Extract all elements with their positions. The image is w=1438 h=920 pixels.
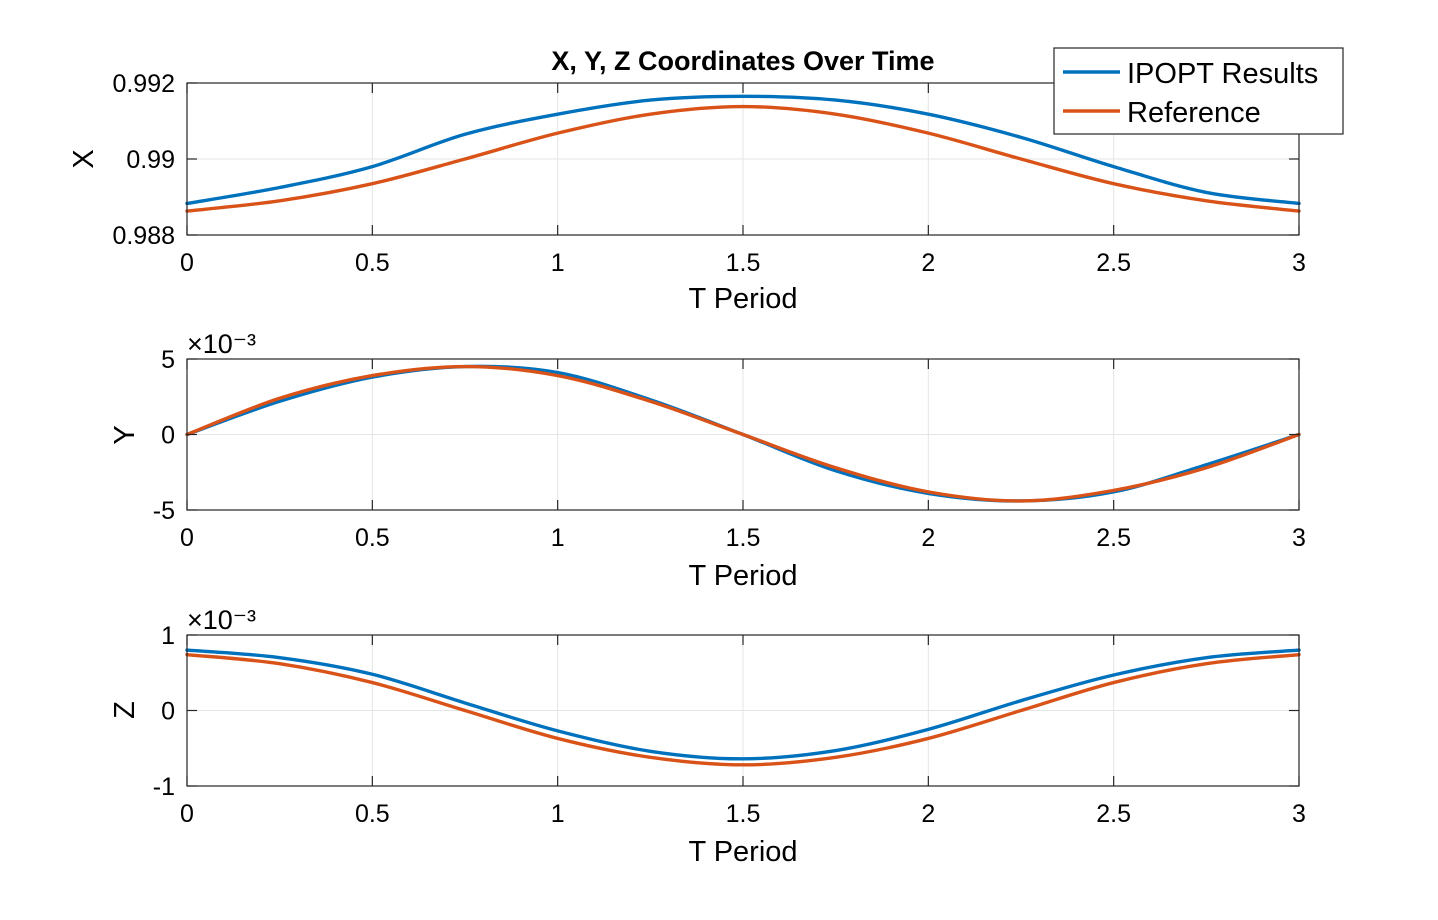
z-ytick-label-0: -1 (153, 773, 175, 801)
z-axes (186, 634, 1300, 787)
y-axes (186, 358, 1300, 511)
z-ytick-label-2: 1 (161, 622, 175, 650)
y-xtick-label-0: 0 (180, 524, 194, 552)
legend: IPOPT Results Reference (1053, 47, 1344, 135)
y-exponent-label: ×10⁻³ (187, 329, 256, 359)
z-ylabel: Z (109, 701, 141, 719)
z-xtick-label-2: 1 (551, 800, 565, 828)
y-series-reference (185, 364, 1301, 503)
z-xtick-label-5: 2.5 (1096, 800, 1131, 828)
z-xtick-label-4: 2 (921, 800, 935, 828)
z-series (185, 648, 1301, 767)
y-ytick-label-2: 5 (161, 346, 175, 374)
z-xtick-label-3: 1.5 (726, 800, 761, 828)
y-xtick-label-3: 1.5 (726, 524, 761, 552)
y-ylabel: Y (109, 425, 141, 444)
y-series (185, 364, 1301, 503)
chart-title: X, Y, Z Coordinates Over Time (551, 46, 934, 76)
legend-box (1053, 47, 1344, 135)
y-xtick-label-5: 2.5 (1096, 524, 1131, 552)
x-ytick-label-2: 0.992 (112, 70, 175, 98)
x-xtick-label-3: 1.5 (726, 249, 761, 277)
legend-label-reference: Reference (1127, 97, 1261, 129)
z-series-ipopt-results (185, 648, 1301, 761)
z-xtick-label-1: 0.5 (355, 800, 390, 828)
y-subplot: 0 0.5 1 1.5 2 2.5 3-505 ×10⁻³ T Period Y (109, 329, 1306, 592)
legend-label-ipopt: IPOPT Results (1127, 58, 1318, 90)
z-series-reference (185, 652, 1301, 767)
z-xtick-label-0: 0 (180, 800, 194, 828)
z-xtick-label-6: 3 (1292, 800, 1306, 828)
y-xlabel: T Period (688, 560, 797, 592)
x-ytick-label-1: 0.99 (126, 146, 175, 174)
x-subplot: 0 0.5 1 1.5 2 2.5 3 0.988 0.99 0.992 T Period X X… (68, 46, 1306, 315)
y-xtick-label-4: 2 (921, 524, 935, 552)
y-ytick-label-1: 0 (161, 422, 175, 450)
x-xtick-label-1: 0.5 (355, 249, 390, 277)
x-ylabel: X (68, 149, 100, 168)
x-xtick-label-6: 3 (1292, 249, 1306, 277)
x-tick-labels: 0 0.5 1 1.5 2 2.5 3 0.988 0.99 0.992 (112, 70, 1306, 277)
z-subplot: 0 0.5 1 1.5 2 2.5 3-101 ×10⁻³ T Period Z (109, 605, 1306, 868)
x-xtick-label-0: 0 (180, 249, 194, 277)
y-xtick-label-6: 3 (1292, 524, 1306, 552)
x-xlabel: T Period (688, 283, 797, 315)
z-tick-labels: 0 0.5 1 1.5 2 2.5 3-101 (153, 622, 1306, 828)
x-xtick-label-5: 2.5 (1096, 249, 1131, 277)
x-series-ipopt-results (185, 94, 1301, 206)
x-xtick-label-2: 1 (551, 249, 565, 277)
y-tick-labels: 0 0.5 1 1.5 2 2.5 3-505 (153, 346, 1306, 552)
x-series-reference (185, 104, 1301, 213)
x-xtick-label-4: 2 (921, 249, 935, 277)
x-ytick-label-0: 0.988 (112, 222, 175, 250)
y-xtick-label-1: 0.5 (355, 524, 390, 552)
z-ytick-label-1: 0 (161, 698, 175, 726)
x-series (185, 94, 1301, 213)
y-ytick-label-0: -5 (153, 497, 175, 525)
z-xlabel: T Period (688, 836, 797, 868)
y-xtick-label-2: 1 (551, 524, 565, 552)
z-exponent-label: ×10⁻³ (187, 605, 256, 635)
